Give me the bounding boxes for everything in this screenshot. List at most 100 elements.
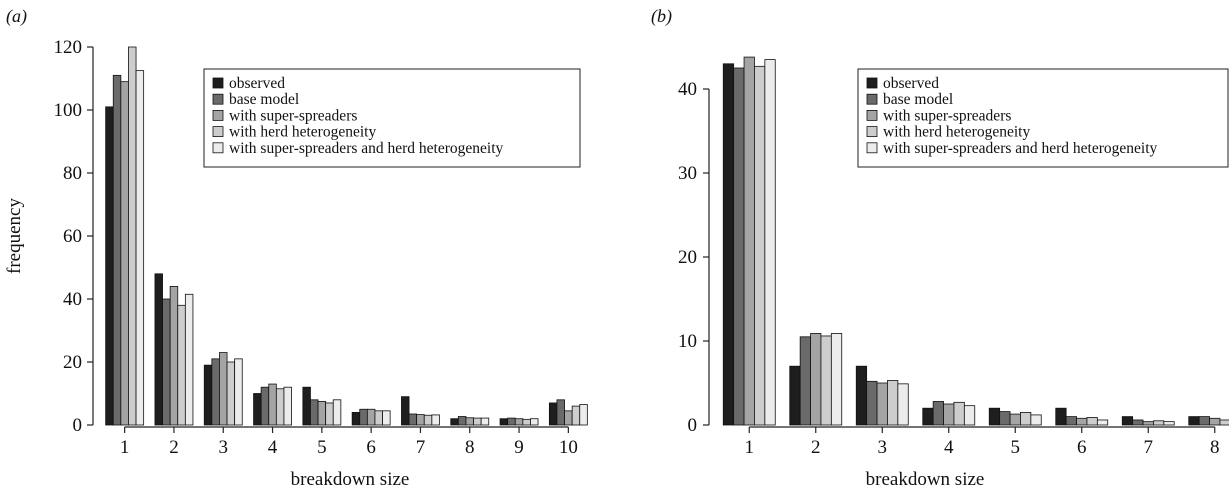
bar — [163, 299, 171, 425]
bar — [1077, 418, 1087, 425]
bar — [500, 419, 508, 425]
bar — [360, 409, 368, 425]
x-tick-label: 7 — [416, 437, 426, 458]
bar — [557, 400, 565, 425]
legend-swatch — [213, 127, 223, 137]
x-tick-label: 4 — [268, 437, 278, 458]
chart-panel-1: (a) 0 20 40 60 80 100 120 frequency 1 2 3 4 5 6 7 8 9 10 br… — [4, 6, 587, 488]
bar — [1153, 421, 1163, 425]
bar — [261, 387, 269, 425]
x-tick-label: 6 — [1077, 437, 1087, 458]
bar — [964, 406, 974, 425]
bar — [887, 380, 897, 425]
bar — [549, 403, 557, 425]
x-tick-label: 10 — [559, 437, 578, 458]
bar — [1087, 417, 1097, 425]
x-tick-label: 1 — [120, 437, 130, 458]
panel-label: (a) — [6, 6, 27, 27]
y-tick-label: 40 — [678, 79, 697, 100]
legend-swatch — [213, 94, 223, 104]
legend-label: base model — [883, 91, 953, 108]
bar — [1143, 422, 1153, 425]
bar — [121, 82, 129, 425]
bar — [923, 408, 933, 425]
y-tick-label: 0 — [73, 415, 83, 436]
legend-swatch — [867, 110, 877, 120]
x-tick-label: 8 — [1210, 437, 1220, 458]
x-tick-label: 2 — [169, 437, 179, 458]
bar — [933, 401, 943, 425]
bar — [303, 387, 311, 425]
bar — [401, 397, 409, 425]
bar — [954, 402, 964, 425]
bar — [1020, 412, 1030, 425]
x-tick-label: 2 — [811, 437, 821, 458]
bar — [1010, 414, 1020, 425]
bar — [128, 47, 136, 425]
bar — [481, 418, 489, 425]
bar — [276, 389, 284, 425]
bar — [1122, 417, 1132, 425]
legend-swatch — [867, 127, 877, 137]
bar — [383, 411, 391, 425]
x-tick-label: 6 — [366, 437, 376, 458]
bar — [227, 362, 235, 425]
x-tick-label: 4 — [944, 437, 954, 458]
bar — [326, 403, 334, 425]
bar — [219, 353, 227, 425]
legend-label: with super-spreaders — [229, 107, 357, 124]
bar — [723, 64, 733, 425]
bar — [744, 57, 754, 425]
bar — [204, 365, 212, 425]
bar — [375, 411, 383, 425]
bar — [409, 414, 417, 425]
bar — [523, 419, 531, 425]
legend-swatch — [213, 143, 223, 153]
bar — [898, 384, 908, 425]
x-tick-label: 1 — [745, 437, 755, 458]
legend-swatch — [867, 143, 877, 153]
bar — [1133, 420, 1143, 425]
bar — [269, 384, 277, 425]
x-axis-label: breakdown size — [291, 469, 410, 488]
bar — [1164, 422, 1174, 425]
y-tick-label: 100 — [54, 100, 83, 121]
bar — [989, 408, 999, 425]
bar — [170, 286, 178, 425]
bar — [212, 359, 220, 425]
legend-label: with herd heterogeneity — [883, 124, 1030, 141]
y-tick-label: 80 — [63, 163, 82, 184]
bar — [1031, 415, 1041, 425]
y-tick-label: 20 — [678, 247, 697, 268]
x-tick-label: 5 — [317, 437, 327, 458]
bar — [113, 75, 121, 425]
bar — [790, 366, 800, 425]
bar — [734, 68, 744, 425]
bar — [451, 419, 459, 425]
bar — [1220, 420, 1229, 425]
bar — [800, 337, 810, 425]
legend-label: with super-spreaders and herd heterogene… — [229, 140, 504, 157]
bar — [515, 419, 523, 425]
bar — [856, 366, 866, 425]
y-tick-label: 0 — [688, 415, 698, 436]
y-tick-label: 60 — [63, 226, 82, 247]
bar — [318, 401, 326, 425]
bar — [1199, 417, 1209, 425]
y-tick-label: 20 — [63, 352, 82, 373]
bar — [178, 305, 186, 425]
bar — [136, 71, 144, 425]
legend-label: with super-spreaders and herd heterogene… — [883, 140, 1158, 157]
bar — [1066, 417, 1076, 425]
bar — [155, 274, 163, 425]
legend-label: base model — [229, 91, 299, 108]
legend-label: observed — [883, 75, 939, 92]
x-tick-label: 5 — [1011, 437, 1021, 458]
bar — [867, 381, 877, 425]
bar — [352, 412, 360, 425]
bar — [831, 333, 841, 425]
legend-swatch — [213, 110, 223, 120]
chart-panel-2: (b)0102030401 2 3 4 5 6 7 8breakdown sizeobserv… — [651, 6, 1229, 488]
